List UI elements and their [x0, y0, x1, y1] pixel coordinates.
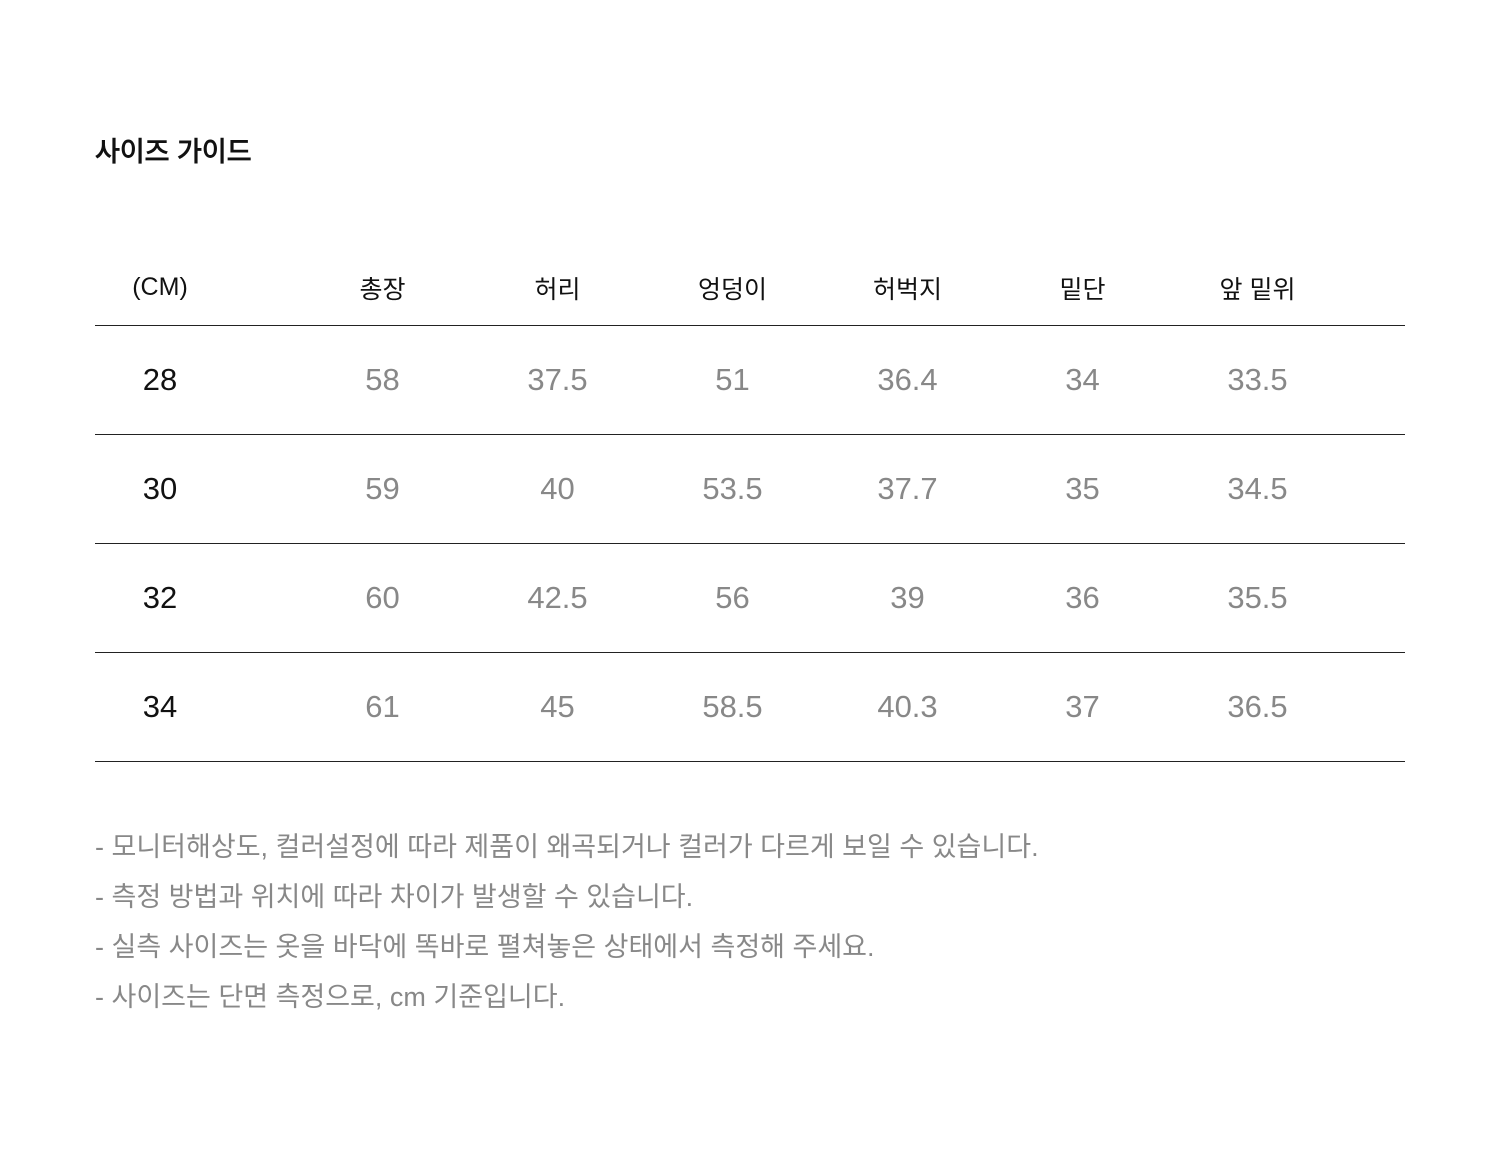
measurement-cell: 53.5: [645, 434, 820, 544]
size-label: 30: [95, 434, 295, 544]
table-header-row: (CM) 총장 허리 엉덩이 허벅지 밑단 앞 밑위: [95, 250, 1405, 326]
empty-cell: [1345, 325, 1405, 435]
column-header: 밑단: [995, 250, 1170, 326]
table-row: 34 61 45 58.5 40.3 37 36.5: [95, 652, 1405, 762]
measurement-cell: 42.5: [470, 543, 645, 653]
measurement-cell: 59: [295, 434, 470, 544]
table-row: 28 58 37.5 51 36.4 34 33.5: [95, 325, 1405, 435]
table-row: 30 59 40 53.5 37.7 35 34.5: [95, 434, 1405, 544]
measurement-cell: 35.5: [1170, 543, 1345, 653]
column-header-empty: [1345, 250, 1405, 326]
measurement-cell: 56: [645, 543, 820, 653]
measurement-cell: 37: [995, 652, 1170, 762]
empty-cell: [1345, 543, 1405, 653]
size-label: 32: [95, 543, 295, 653]
measurement-cell: 45: [470, 652, 645, 762]
measurement-cell: 34.5: [1170, 434, 1345, 544]
table-row: 32 60 42.5 56 39 36 35.5: [95, 543, 1405, 653]
note-item: - 실측 사이즈는 옷을 바닥에 똑바로 펼쳐놓은 상태에서 측정해 주세요.: [95, 932, 875, 962]
size-label: 34: [95, 652, 295, 762]
measurement-cell: 40.3: [820, 652, 995, 762]
column-header: 허벅지: [820, 250, 995, 326]
note-item: - 사이즈는 단면 측정으로, cm 기준입니다.: [95, 982, 566, 1012]
measurement-cell: 34: [995, 325, 1170, 435]
column-header: 허리: [470, 250, 645, 326]
note-item: - 측정 방법과 위치에 따라 차이가 발생할 수 있습니다.: [95, 882, 694, 912]
measurement-cell: 36: [995, 543, 1170, 653]
note-item: - 모니터해상도, 컬러설정에 따라 제품이 왜곡되거나 컬러가 다르게 보일 …: [95, 832, 1039, 862]
column-header: (CM): [95, 250, 295, 326]
measurement-cell: 36.5: [1170, 652, 1345, 762]
column-header: 엉덩이: [645, 250, 820, 326]
measurement-cell: 37.5: [470, 325, 645, 435]
measurement-cell: 33.5: [1170, 325, 1345, 435]
measurement-cell: 37.7: [820, 434, 995, 544]
measurement-cell: 36.4: [820, 325, 995, 435]
size-table: (CM) 총장 허리 엉덩이 허벅지 밑단 앞 밑위 28 58 37.5 51 36.4 34 33.…: [95, 250, 1405, 762]
page-title: 사이즈 가이드: [95, 137, 252, 167]
measurement-cell: 51: [645, 325, 820, 435]
measurement-cell: 58.5: [645, 652, 820, 762]
empty-cell: [1345, 434, 1405, 544]
measurement-cell: 40: [470, 434, 645, 544]
size-label: 28: [95, 325, 295, 435]
measurement-cell: 39: [820, 543, 995, 653]
measurement-cell: 60: [295, 543, 470, 653]
column-header: 앞 밑위: [1170, 250, 1345, 326]
column-header: 총장: [295, 250, 470, 326]
measurement-cell: 35: [995, 434, 1170, 544]
measurement-cell: 61: [295, 652, 470, 762]
measurement-cell: 58: [295, 325, 470, 435]
notes-list: - 모니터해상도, 컬러설정에 따라 제품이 왜곡되거나 컬러가 다르게 보일 …: [95, 822, 1039, 1022]
empty-cell: [1345, 652, 1405, 762]
